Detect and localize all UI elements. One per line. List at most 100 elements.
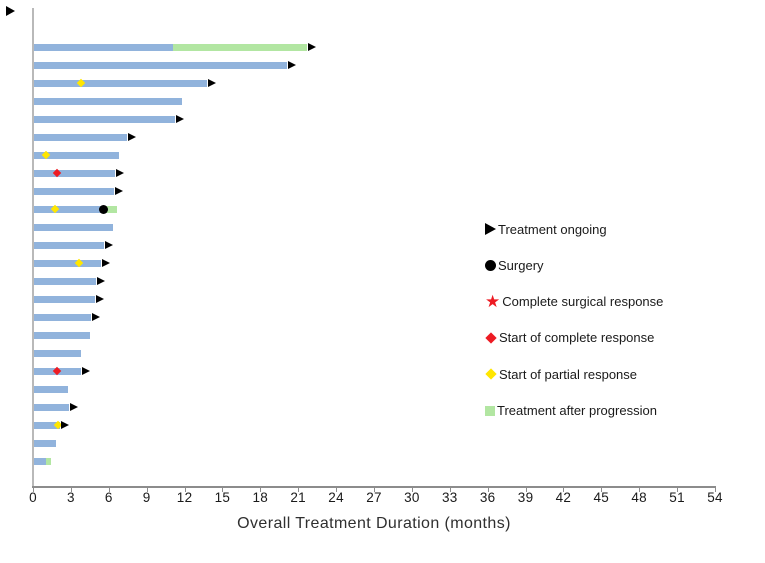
treatment-bar [34, 349, 81, 357]
x-axis-tick [715, 488, 716, 492]
ongoing-arrow-icon [97, 276, 106, 285]
x-axis-tick-label: 39 [517, 490, 534, 505]
ongoing-arrow-icon [175, 114, 184, 123]
treatment-bar [34, 403, 69, 411]
ongoing-arrow-icon [287, 60, 296, 69]
legend-arrow-icon [485, 223, 496, 235]
x-axis-tick-label: 24 [328, 490, 344, 505]
x-axis-tick [298, 488, 300, 492]
treatment-bar [34, 241, 104, 249]
legend-item: ★ Complete surgical response [485, 293, 663, 311]
ongoing-arrow-icon [70, 402, 78, 411]
y-axis-line [32, 8, 34, 487]
x-axis-tick-label: 6 [104, 490, 113, 505]
treatment-bar [34, 115, 175, 123]
x-axis-tick-label: 33 [441, 490, 458, 505]
x-axis-tick [33, 488, 34, 492]
legend-square-icon [485, 405, 495, 416]
treatment-bar [34, 259, 102, 267]
x-axis-tick-label: 18 [252, 490, 269, 505]
x-axis-tick [525, 488, 527, 492]
top-left-arrowhead-icon [6, 6, 15, 16]
legend-item-label: Start of complete response [499, 330, 655, 346]
ongoing-arrow-icon [82, 366, 90, 375]
x-axis-title: Overall Treatment Duration (months) [237, 515, 511, 532]
x-axis-tick-label: 3 [66, 490, 75, 505]
treatment-bar [34, 43, 174, 51]
legend-star-icon: ★ [485, 292, 501, 312]
legend-diamond-icon [485, 332, 497, 344]
legend-item: Treatment after progression [485, 402, 657, 420]
ongoing-arrow-icon [127, 132, 136, 141]
legend-item-label: Treatment ongoing [498, 221, 607, 237]
legend-item: Treatment ongoing [485, 220, 607, 238]
ongoing-arrow-icon [208, 78, 217, 87]
x-axis-tick-label: 36 [479, 490, 496, 505]
progression-segment [46, 457, 51, 465]
treatment-bar [34, 313, 92, 321]
x-axis-tick [563, 488, 565, 492]
legend-item: Start of complete response [485, 329, 654, 347]
ongoing-arrow-icon [102, 258, 111, 267]
x-axis-tick [108, 488, 110, 492]
legend-item-label: Complete surgical response [502, 294, 664, 310]
x-axis-tick [184, 488, 186, 492]
ongoing-arrow-icon [95, 294, 104, 303]
treatment-bar [34, 421, 60, 429]
legend-circle-icon [485, 259, 496, 271]
ongoing-arrow-icon [92, 312, 101, 321]
ongoing-arrow-icon [308, 42, 317, 51]
x-axis-tick-label: 27 [366, 490, 382, 505]
treatment-bar [34, 223, 113, 231]
treatment-bar [34, 295, 95, 303]
ongoing-arrow-icon [104, 240, 113, 249]
x-axis-tick-label: 51 [669, 490, 685, 505]
x-axis-tick [677, 488, 679, 492]
treatment-bar [34, 385, 69, 393]
x-axis-tick-label: 48 [631, 490, 647, 505]
legend-item: Start of partial response [485, 365, 637, 383]
treatment-bar [34, 439, 57, 447]
x-axis-tick [487, 488, 489, 492]
treatment-bar [34, 97, 182, 105]
x-axis-tick-label: 15 [214, 490, 231, 505]
treatment-bar [34, 151, 119, 159]
treatment-bar [34, 331, 90, 339]
treatment-bar [34, 457, 47, 465]
ongoing-arrow-icon [60, 420, 69, 429]
treatment-bar [34, 205, 103, 213]
treatment-bar [34, 187, 114, 195]
x-axis-tick-label: 54 [707, 490, 723, 505]
x-axis-tick [222, 488, 224, 492]
x-axis-tick-label: 0 [29, 490, 37, 505]
treatment-bar [34, 277, 97, 285]
treatment-bar [34, 79, 208, 87]
ongoing-arrow-icon [114, 186, 123, 195]
x-axis-tick-label: 21 [290, 490, 306, 505]
legend-diamond-icon [485, 368, 497, 380]
legend-item-label: Surgery [498, 257, 544, 273]
x-axis-tick-label: 45 [593, 490, 610, 505]
legend-item-label: Start of partial response [499, 366, 638, 382]
progression-segment [173, 43, 308, 51]
treatment-bar [34, 169, 116, 177]
x-axis-line [32, 486, 716, 488]
treatment-bar [34, 133, 127, 141]
x-axis-tick-label: 9 [142, 490, 151, 505]
progression-segment [102, 205, 117, 213]
x-axis-tick-label: 30 [404, 490, 420, 505]
legend-item-label: Treatment after progression [497, 403, 657, 418]
x-axis-tick [601, 488, 603, 492]
x-axis-tick [411, 488, 413, 492]
x-axis-tick [639, 488, 641, 492]
x-axis-tick [70, 488, 72, 492]
x-axis-tick [146, 488, 148, 492]
x-axis-tick [260, 488, 262, 492]
x-axis-tick [449, 488, 451, 492]
x-axis-tick-label: 42 [555, 490, 572, 505]
legend-item: Surgery [485, 256, 544, 274]
x-axis-tick-label: 12 [176, 490, 193, 505]
ongoing-arrow-icon [116, 168, 125, 177]
treatment-bar [34, 61, 287, 69]
